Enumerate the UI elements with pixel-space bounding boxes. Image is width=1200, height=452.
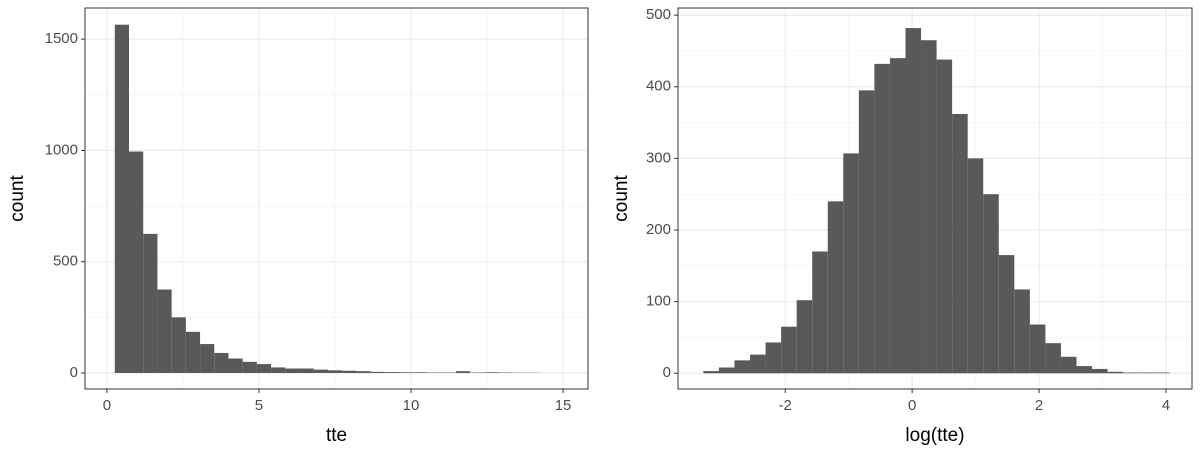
bar	[1154, 372, 1170, 374]
bar	[796, 300, 813, 374]
y-tick-label: 1000	[45, 141, 78, 158]
bar	[858, 90, 875, 374]
bar	[983, 194, 999, 374]
x-tick-label: 0	[908, 397, 916, 414]
x-tick-label: 2	[1035, 397, 1043, 414]
bar	[936, 59, 953, 374]
bar	[143, 233, 158, 373]
x-tick-label: 15	[555, 397, 572, 414]
bar	[157, 289, 172, 373]
bar	[889, 58, 906, 374]
y-axis-title: count	[7, 175, 28, 222]
bar	[812, 251, 828, 374]
bar	[905, 28, 922, 374]
bar	[484, 372, 499, 373]
bar	[256, 364, 272, 373]
bar	[703, 371, 719, 374]
panel-border	[677, 7, 1193, 390]
bar	[781, 326, 797, 374]
x-tick-label: -2	[779, 397, 792, 414]
bar	[718, 367, 735, 374]
bar	[1123, 372, 1139, 374]
bar	[129, 151, 144, 373]
bar	[1138, 372, 1155, 374]
bar	[1045, 343, 1061, 374]
x-tick-label: 5	[255, 397, 263, 414]
bar	[765, 342, 782, 374]
bar	[998, 255, 1015, 374]
bar	[384, 372, 400, 373]
bar	[1060, 356, 1077, 374]
bar	[327, 370, 343, 373]
y-tick-label: 400	[646, 78, 671, 95]
y-tick-label: 1500	[45, 30, 78, 47]
y-tick-label: 100	[646, 293, 671, 310]
bar	[299, 368, 314, 373]
y-tick-label: 0	[663, 364, 671, 381]
y-axis-title: count	[611, 175, 632, 222]
bar	[455, 371, 471, 373]
bar	[921, 40, 937, 374]
bar	[734, 360, 751, 374]
y-tick-label: 300	[646, 149, 671, 166]
panel-border	[84, 7, 589, 390]
bar	[242, 361, 257, 373]
bar	[874, 63, 890, 374]
bar	[171, 317, 186, 373]
bar	[228, 358, 243, 373]
bar	[750, 354, 766, 374]
bar	[1076, 366, 1093, 374]
bar	[313, 369, 328, 373]
bar	[356, 371, 371, 373]
bar	[843, 153, 859, 374]
bar	[185, 331, 201, 373]
bar	[285, 368, 300, 373]
bar	[952, 113, 968, 374]
bar	[1092, 368, 1108, 374]
bar	[271, 367, 286, 373]
y-tick-label: 200	[646, 221, 671, 238]
x-tick-label: 0	[103, 397, 111, 414]
x-tick-label: 4	[1162, 397, 1170, 414]
bar	[399, 372, 414, 373]
bar	[827, 201, 844, 374]
panel: 0 100 200 300 400 500 -2 0 2 4 log(tte) count	[611, 6, 1193, 446]
bar	[214, 352, 229, 373]
bar	[342, 370, 357, 373]
bar	[413, 372, 428, 373]
x-axis-title: log(tte)	[905, 425, 964, 446]
x-tick-label: 10	[403, 397, 420, 414]
y-tick-label: 500	[53, 253, 78, 270]
bar	[200, 344, 215, 373]
panel: 0 500 1000 1500 0 5 10 15 tte count	[7, 7, 589, 446]
bar	[114, 24, 130, 373]
bar	[1029, 324, 1046, 374]
x-axis-title: tte	[326, 425, 347, 446]
bar	[967, 158, 984, 374]
y-tick-label: 500	[646, 6, 671, 23]
bar	[1014, 289, 1030, 374]
bar	[1107, 371, 1124, 374]
bar	[370, 371, 385, 373]
y-tick-label: 0	[70, 364, 78, 381]
